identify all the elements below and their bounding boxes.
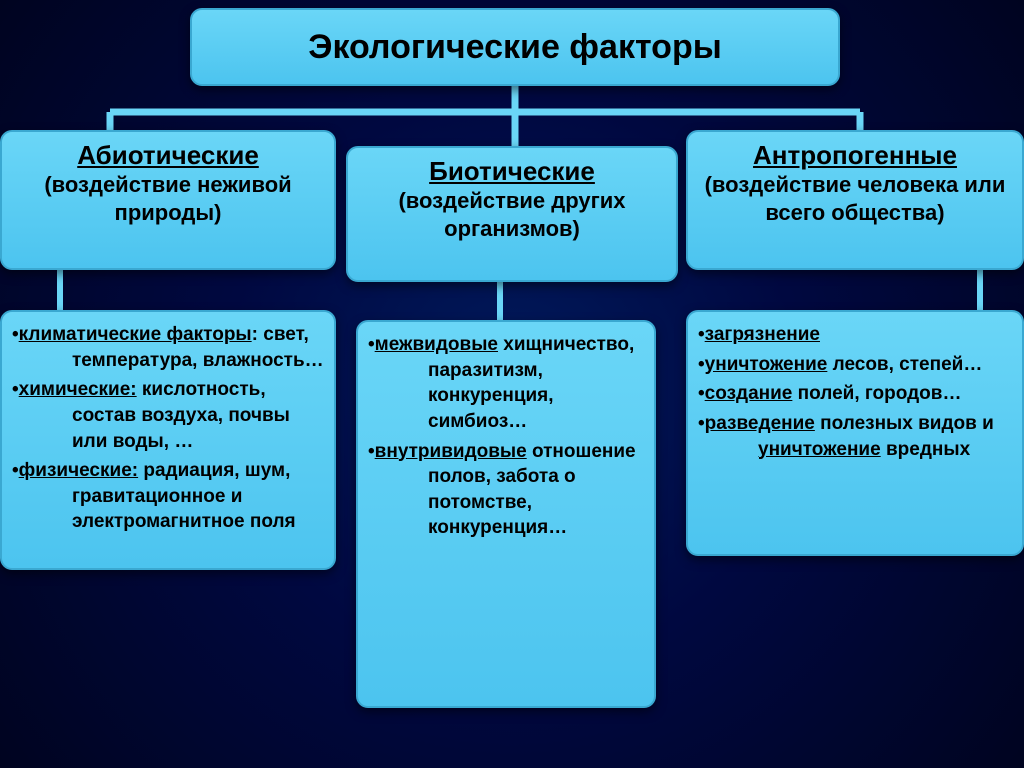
branch-subtitle: (воздействие неживой природы): [8, 171, 328, 226]
detail-item: •уничтожение лесов, степей…: [698, 352, 1012, 378]
detail-item: •химические: кислотность, состав воздуха…: [12, 377, 324, 454]
branch-title: Биотические: [354, 156, 670, 187]
detail-item: •загрязнение: [698, 322, 1012, 348]
branch-subtitle: (воздействие человека или всего общества…: [694, 171, 1016, 226]
detail-item: •климатические факторы: свет, температур…: [12, 322, 324, 373]
detail-abiotic: •климатические факторы: свет, температур…: [0, 310, 336, 570]
branch-abiotic: Абиотические (воздействие неживой природ…: [0, 130, 336, 270]
detail-anthropogenic: •загрязнение •уничтожение лесов, степей… •…: [686, 310, 1024, 556]
root-node: Экологические факторы: [190, 8, 840, 86]
detail-item: •физические: радиация, шум, гравитационн…: [12, 458, 324, 535]
branch-anthropogenic: Антропогенные (воздействие человека или …: [686, 130, 1024, 270]
detail-biotic: •межвидовые хищничество, паразитизм, кон…: [356, 320, 656, 708]
branch-title: Абиотические: [8, 140, 328, 171]
root-title: Экологические факторы: [308, 28, 722, 67]
detail-item: •разведение полезных видов и уничтожение…: [698, 411, 1012, 462]
detail-item: •создание полей, городов…: [698, 381, 1012, 407]
detail-item: •межвидовые хищничество, паразитизм, кон…: [368, 332, 644, 435]
branch-title: Антропогенные: [694, 140, 1016, 171]
branch-biotic: Биотические (воздействие других организм…: [346, 146, 678, 282]
branch-subtitle: (воздействие других организмов): [354, 187, 670, 242]
detail-item: •внутривидовые отношение полов, забота о…: [368, 439, 644, 542]
